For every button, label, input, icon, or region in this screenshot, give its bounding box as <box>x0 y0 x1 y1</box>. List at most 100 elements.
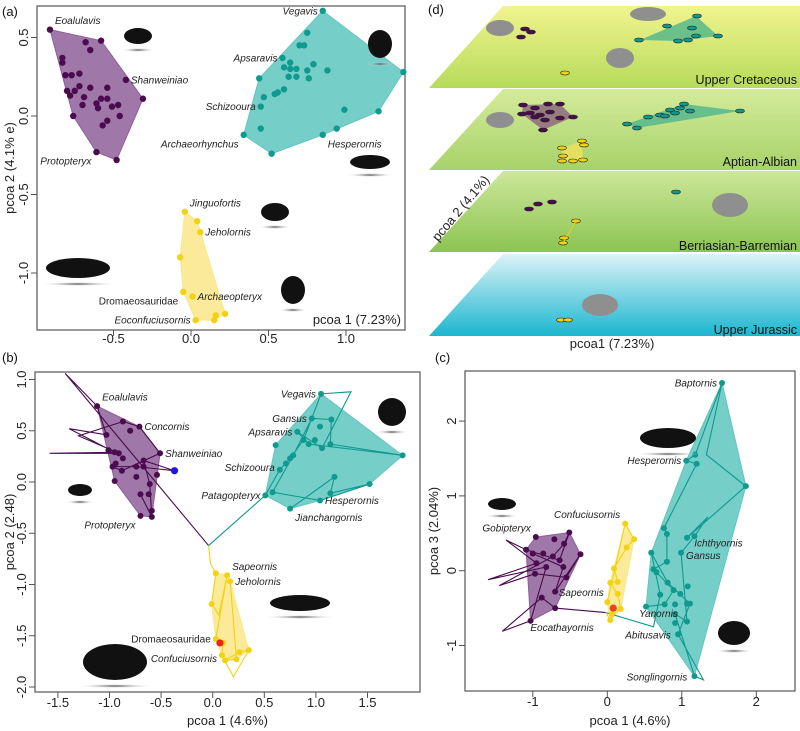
panel-d-label: (d) <box>428 2 444 17</box>
data-point-yellow <box>212 570 219 577</box>
data-point-purple <box>157 450 164 457</box>
panel-label: (b) <box>2 350 18 365</box>
layer-point-purple <box>530 105 540 111</box>
animal-silhouette-icon <box>712 193 748 217</box>
y-tick-label: -1.5 <box>14 625 29 647</box>
layer-point-yellow <box>560 70 570 76</box>
taxon-label: Apsaravis <box>247 427 292 438</box>
data-point-purple <box>105 447 112 454</box>
x-tick-label: 0.0 <box>182 331 200 346</box>
data-point-purple <box>59 54 66 62</box>
y-tick-label: 0.5 <box>16 28 31 46</box>
data-point-purple <box>139 95 147 102</box>
taxon-label: Eoalulavis <box>102 393 148 404</box>
hesperornis-silhouette-icon <box>640 428 696 448</box>
data-point-teal <box>742 483 749 490</box>
data-point-purple <box>97 37 105 44</box>
layer-point-teal <box>692 13 702 19</box>
taxon-label: Gansus <box>272 414 306 425</box>
data-point-purple <box>70 112 77 120</box>
layer-point-purple <box>538 127 548 133</box>
data-point-teal <box>240 131 247 139</box>
data-point-yellow <box>611 565 618 572</box>
data-point-teal <box>643 603 650 610</box>
data-point-teal <box>311 436 318 443</box>
bird-silhouette-icon <box>68 484 92 496</box>
taxon-label: Hesperornis <box>328 139 382 150</box>
data-point-purple <box>113 156 120 164</box>
data-point-purple <box>94 104 102 112</box>
dromaeosaur-silhouette-icon <box>46 258 110 278</box>
data-point-purple <box>82 39 89 46</box>
data-point-purple <box>104 117 111 124</box>
panel-a: (a) -0.5 0.0 0.5 1.0 0.5 0.0 -0.5 -1.0 pcoa 1 (7.… <box>2 4 407 346</box>
shadow <box>39 282 117 286</box>
data-point-purple <box>104 84 111 91</box>
layer-point-purple <box>533 201 543 207</box>
taxon-label: Sapeornis <box>232 562 277 573</box>
data-point-purple <box>103 431 110 438</box>
data-point-teal <box>279 54 286 62</box>
data-point-purple <box>71 87 78 95</box>
taxon-label: Jeholornis <box>234 577 281 588</box>
data-point-teal <box>664 579 671 586</box>
layer-label: Upper Cretaceous <box>696 73 797 87</box>
data-point-teal <box>670 587 677 594</box>
layer-point-purple <box>517 111 527 117</box>
animal-silhouette-icon <box>486 20 514 36</box>
data-point-yellow <box>212 635 219 642</box>
data-point-yellow <box>197 228 204 236</box>
data-point-teal <box>327 490 334 497</box>
layer-point-purple <box>540 117 550 123</box>
data-point-yellow <box>614 578 621 585</box>
layer-point-yellow <box>568 158 578 164</box>
x-tick-label: -1 <box>527 694 539 709</box>
taxon-label: Protopteryx <box>40 157 92 168</box>
taxon-label: Jianchangornis <box>294 513 362 524</box>
plot-frame <box>34 371 421 693</box>
animal-silhouette-icon <box>630 7 666 21</box>
taxon-label: Confuciusornis <box>554 510 620 521</box>
data-point-purple <box>137 512 144 519</box>
layer-berriasian-barremian: Berriasian-Barremian <box>429 171 800 253</box>
data-point-teal <box>280 86 288 93</box>
data-point-purple <box>153 471 160 478</box>
y-tick-label: -1 <box>444 640 459 652</box>
data-point-purple <box>116 112 123 120</box>
y-tick-label: 0.0 <box>14 473 29 491</box>
jeholornis-silhouette-icon <box>270 595 330 611</box>
layer-point-teal <box>673 38 683 44</box>
data-point-yellow <box>607 579 614 586</box>
taxon-label: Eoalulavis <box>55 16 101 27</box>
data-point-teal <box>399 452 406 459</box>
data-point-teal <box>310 60 317 68</box>
taxon-label: Confuciusornis <box>151 654 217 665</box>
phylogeny-branch-purple <box>49 372 209 546</box>
data-point-teal <box>271 90 278 98</box>
data-point-teal <box>272 442 279 449</box>
layer-point-yellow <box>557 158 567 164</box>
layer-point-purple <box>524 206 534 212</box>
data-point-teal <box>257 103 264 110</box>
y-tick-label: 1 <box>444 492 459 499</box>
data-point-teal <box>260 93 268 101</box>
data-point-purple <box>566 529 573 536</box>
data-point-purple <box>133 463 140 470</box>
data-point-purple <box>527 617 534 624</box>
data-point-teal <box>328 416 335 423</box>
y-tick-label: 0.0 <box>16 107 31 125</box>
y-tick-label: -1.0 <box>14 573 29 595</box>
data-point-teal <box>318 390 325 397</box>
layer-label: Berriasian-Barremian <box>679 239 797 253</box>
layer-aptian-albian: Aptian-Albian <box>429 89 800 170</box>
panel-label: (c) <box>435 350 450 365</box>
data-point-yellow <box>608 611 615 618</box>
scatter-panels: (a) -0.5 0.0 0.5 1.0 0.5 0.0 -0.5 -1.0 pcoa 1 (7.… <box>2 4 796 728</box>
layer-point-purple <box>545 109 555 115</box>
panel-d: (d) Upper Cretaceous Aptian-Albian Berri… <box>428 2 800 351</box>
x-tick-label: 0 <box>604 694 611 709</box>
taxon-label: Dromaeosauridae <box>131 634 211 645</box>
data-point-teal <box>677 590 684 597</box>
data-point-purple <box>59 59 66 66</box>
data-point-teal <box>280 64 288 71</box>
